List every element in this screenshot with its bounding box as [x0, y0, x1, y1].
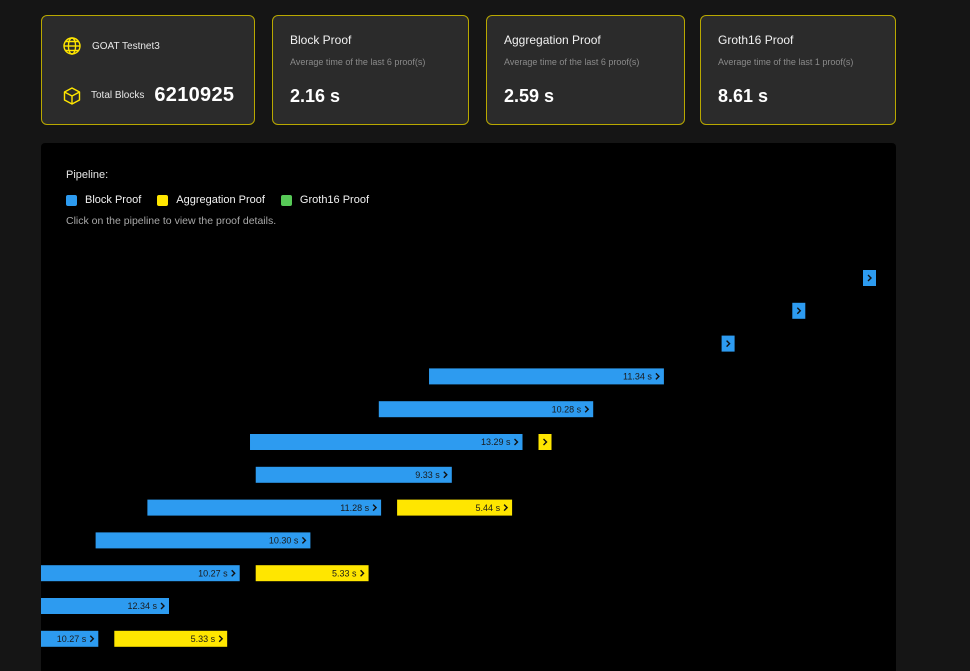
block-proof-bar[interactable] [41, 565, 240, 582]
aggregation-proof-bar[interactable] [538, 434, 552, 450]
block-proof-bar[interactable] [429, 368, 664, 385]
chevron-right-icon [867, 274, 872, 282]
total-blocks-row: Total Blocks 6210925 [62, 84, 234, 107]
pipeline-hint: Click on the pipeline to view the proof … [66, 215, 277, 227]
chevron-right-icon [372, 504, 378, 512]
legend-label: Groth16 Proof [299, 194, 370, 206]
chevron-right-icon [360, 569, 365, 577]
legend-label: Aggregation Proof [176, 194, 265, 206]
pipeline-row: 10.30 s [95, 532, 311, 549]
card-subtitle: Average time of the last 6 proof(s) [504, 57, 640, 67]
card-value: 2.59 s [504, 86, 555, 106]
pipeline-row: 10.27 s 5.33 s [41, 565, 369, 582]
bar-duration-label: 10.27 s [198, 568, 228, 578]
chevron-right-icon [160, 602, 165, 610]
pipeline-panel: Pipeline: Block Proof Aggregation Proof … [41, 143, 896, 671]
chevron-right-icon [726, 340, 731, 348]
chevron-right-icon [584, 405, 590, 413]
chevron-right-icon [218, 635, 224, 643]
bar-duration-label: 5.44 s [476, 503, 501, 513]
chevron-right-icon [796, 307, 802, 315]
pipeline-chart: 11.34 s 10.28 s 13.29 s 9.33 s 11.28 s 5.44 s… [41, 270, 876, 647]
block-proof-card: Block Proof Average time of the last 6 p… [272, 15, 469, 125]
bar-duration-label: 5.33 s [191, 634, 216, 644]
block-proof-bar[interactable] [863, 270, 876, 286]
pipeline-row: 11.34 s [429, 368, 664, 385]
chevron-right-icon [301, 536, 307, 544]
chevron-right-icon [443, 471, 448, 479]
block-proof-bar[interactable] [721, 335, 735, 352]
legend-item-aggregation-proof: Aggregation Proof [157, 194, 265, 206]
card-value: 2.16 s [290, 86, 341, 106]
legend-item-groth16-proof: Groth16 Proof [280, 194, 370, 206]
bar-duration-label: 9.33 s [415, 470, 440, 480]
bar-duration-label: 10.27 s [57, 634, 87, 644]
card-value: 8.61 s [718, 86, 769, 106]
card-title: Block Proof [290, 33, 352, 47]
bar-duration-label: 5.33 s [332, 568, 357, 578]
chevron-right-icon [231, 569, 236, 577]
legend-swatch-aggregation-proof [157, 194, 169, 206]
pipeline-legend: Block Proof Aggregation Proof Groth16 Pr… [66, 194, 385, 206]
block-proof-bar[interactable] [255, 466, 452, 483]
chevron-right-icon [514, 438, 519, 446]
legend-swatch-block-proof [66, 194, 77, 206]
block-proof-bar[interactable] [95, 532, 311, 549]
pipeline-row: 11.28 s 5.44 s [147, 499, 513, 516]
pipeline-row [863, 270, 876, 286]
legend-swatch-groth16-proof [280, 194, 292, 206]
pipeline-row: 10.27 s 5.33 s [41, 630, 228, 647]
card-title: Aggregation Proof [504, 33, 601, 47]
bar-duration-label: 11.34 s [623, 372, 652, 382]
groth16-proof-card: Groth16 Proof Average time of the last 1… [700, 15, 896, 125]
bar-duration-label: 12.34 s [127, 601, 157, 611]
cube-icon [62, 86, 82, 106]
bar-duration-label: 11.28 s [340, 503, 369, 513]
pipeline-row [721, 335, 735, 352]
card-title: Groth16 Proof [718, 33, 794, 47]
network-name: GOAT Testnet3 [92, 40, 160, 52]
block-proof-bar[interactable] [41, 630, 99, 647]
pipeline-row: 12.34 s [41, 598, 169, 614]
total-blocks-label: Total Blocks [91, 90, 145, 101]
aggregation-proof-bar[interactable] [255, 565, 369, 582]
block-proof-bar[interactable] [792, 302, 806, 319]
aggregation-proof-bar[interactable] [114, 630, 228, 647]
globe-icon [62, 36, 82, 56]
chevron-right-icon [89, 635, 95, 643]
chevron-right-icon [655, 372, 660, 380]
chevron-right-icon [503, 504, 509, 512]
aggregation-proof-bar[interactable] [397, 499, 513, 516]
block-proof-bar[interactable] [378, 401, 594, 418]
bar-duration-label: 10.28 s [552, 404, 582, 414]
pipeline-title: Pipeline: [66, 169, 109, 181]
pipeline-row: 9.33 s [255, 466, 452, 483]
legend-label: Block Proof [85, 194, 142, 206]
bar-duration-label: 10.30 s [269, 536, 299, 546]
pipeline-row: 10.28 s [378, 401, 594, 418]
chevron-right-icon [543, 438, 548, 446]
legend-item-block-proof: Block Proof [66, 194, 141, 206]
network-row: GOAT Testnet3 [62, 36, 160, 56]
pipeline-row: 13.29 s [250, 434, 552, 450]
pipeline-row [792, 302, 806, 319]
total-blocks-value: 6210925 [154, 84, 235, 106]
bar-duration-label: 13.29 s [481, 437, 511, 447]
network-card: GOAT Testnet3 Total Blocks 6210925 [41, 15, 255, 125]
card-subtitle: Average time of the last 1 proof(s) [718, 57, 854, 67]
block-proof-bar[interactable] [147, 499, 382, 516]
aggregation-proof-card: Aggregation Proof Average time of the la… [486, 15, 685, 125]
card-subtitle: Average time of the last 6 proof(s) [290, 57, 426, 67]
block-proof-bar[interactable] [41, 598, 169, 614]
block-proof-bar[interactable] [250, 434, 523, 450]
